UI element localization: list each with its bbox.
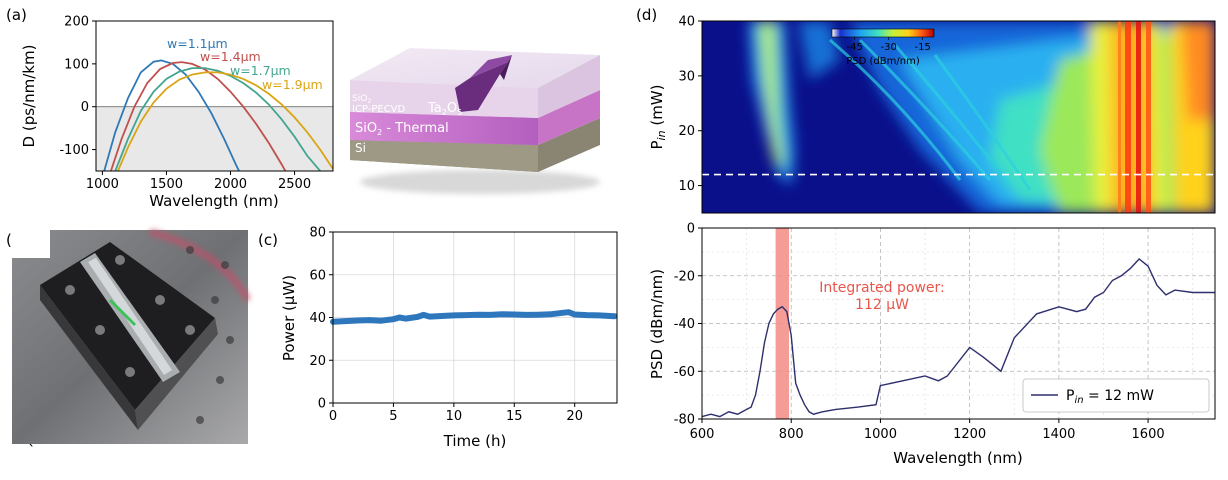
y-axis-label-c: Power (μW) [280, 275, 298, 361]
y-tick-label-d-top: 40 [678, 15, 695, 30]
device-photo [12, 229, 251, 444]
plot-frame-d-top [701, 20, 1216, 214]
ta2o5-waveguide-icon [455, 62, 508, 112]
x-axis-label-a: Wavelength (nm) [149, 192, 279, 210]
label-top-oxide: SiO2 [352, 94, 371, 105]
waveguide-chip-illustration: SiO2 ICP-PECVD Ta2O5 SiO2 - Thermal Si [338, 20, 600, 205]
label-si-substrate: Si [355, 141, 366, 155]
x-tick-label-a: 2500 [278, 177, 311, 192]
y-tick-label-a: 100 [64, 57, 89, 72]
panel-label-a: (a) [6, 6, 27, 24]
axis-ticks-c: 0 5 10 15 20 0 20 40 60 80 [309, 226, 583, 425]
x-tick-label-d: 600 [690, 427, 715, 442]
annotation-line1: Integrated power: [819, 280, 945, 296]
y-tick-label-d-bottom: -80 [674, 413, 695, 428]
dispersion-line-3 [114, 67, 321, 171]
y-tick-label-d-top: 20 [678, 124, 695, 139]
y-tick-label-a: 0 [81, 100, 89, 115]
y-tick-label-a: -100 [59, 143, 89, 158]
plot-frame-a [95, 20, 334, 172]
spectrum-chart: 600 800 1000 1200 1400 1600 -80 -60 -40 -20 0 Wave… [648, 222, 1216, 467]
colorbar [831, 28, 935, 38]
axis-ticks-d-bottom: 600 800 1000 1200 1400 1600 -80 -60 -40 -20 0 [674, 222, 1165, 443]
x-tick-label-c: 5 [389, 409, 397, 424]
y-axis-label-d-top: Pin (mW) [648, 85, 668, 150]
x-tick-label-d: 800 [779, 427, 804, 442]
x-axis-label-d: Wavelength (nm) [893, 449, 1023, 467]
y-tick-label-c: 20 [309, 354, 326, 369]
x-tick-label-c: 10 [446, 409, 463, 424]
y-tick-label-c: 80 [309, 226, 326, 241]
legend-w17: w=1.7μm [230, 63, 291, 78]
panel-label-d: (d) [636, 6, 657, 24]
spectrogram-heatmap: 10 20 30 40 Pin (mW) -45 -30 -15 PSD (dBm/nm) [648, 15, 1216, 214]
chip-shadow [360, 170, 600, 194]
x-tick-label-d: 1200 [953, 427, 986, 442]
colorbar-tick-label: -30 [880, 42, 896, 53]
x-tick-label-c: 0 [329, 409, 337, 424]
colorbar-label: PSD (dBm/nm) [846, 56, 920, 67]
label-thermal-oxide: SiO2 - Thermal [355, 121, 449, 137]
panel-label-c: (c) [258, 231, 278, 249]
dispersion-chart: 1000 1500 2000 2500 -100 0 100 200 Wavelength (… [20, 15, 334, 210]
integrated-power-band [775, 228, 789, 419]
colorbar-tick-label: -15 [914, 42, 930, 53]
axis-ticks-d-top: 10 20 30 40 [678, 15, 702, 194]
x-tick-label-a: 1000 [86, 177, 119, 192]
axis-ticks-a: 1000 1500 2000 2500 -100 0 100 200 [59, 15, 311, 193]
x-tick-label-d: 1600 [1132, 427, 1165, 442]
chip-thermal-oxide [350, 112, 538, 145]
dispersion-line-4 [116, 71, 333, 171]
x-tick-label-c: 15 [506, 409, 523, 424]
annotation-line2: 112 μW [855, 297, 909, 313]
y-tick-label-d-top: 10 [678, 179, 695, 194]
y-tick-label-d-bottom: -60 [674, 365, 695, 380]
label-ta2o5: Ta2O5 [427, 101, 462, 117]
legend-label: Pin = 12 mW [1066, 388, 1154, 406]
x-tick-label-c: 20 [566, 409, 583, 424]
y-tick-label-d-bottom: -20 [674, 269, 695, 284]
chip-top-cladding [350, 48, 600, 88]
x-tick-label-d: 1400 [1042, 427, 1075, 442]
y-axis-label-d-bottom: PSD (dBm/nm) [648, 269, 666, 379]
y-axis-label-a: D (ps/nm/km) [20, 45, 38, 148]
legend-w14: w=1.4μm [200, 49, 261, 64]
y-tick-label-c: 0 [318, 397, 326, 412]
x-axis-label-c: Time (h) [443, 432, 507, 450]
x-tick-label-a: 2000 [214, 177, 247, 192]
colorbar-tick-label: -45 [846, 42, 862, 53]
x-tick-label-d: 1000 [864, 427, 897, 442]
y-tick-label-a: 200 [64, 15, 89, 30]
colorbar-ticks: -45 -30 -15 [846, 37, 931, 53]
y-tick-label-d-top: 30 [678, 69, 695, 84]
legend-w19: w=1.9μm [262, 77, 323, 92]
label-icp-pecvd: ICP-PECVD [352, 104, 406, 115]
power-trace [330, 309, 618, 325]
y-tick-label-c: 40 [309, 311, 326, 326]
stray-mark: ` [28, 442, 36, 460]
x-tick-label-a: 1500 [150, 177, 183, 192]
y-tick-label-d-bottom: -40 [674, 317, 695, 332]
legend-w11: w=1.1μm [167, 36, 228, 51]
dispersion-series [103, 59, 333, 171]
y-tick-label-c: 60 [309, 268, 326, 283]
power-stability-chart: 0 5 10 15 20 0 20 40 60 80 Time (h) Power (μW) [280, 226, 618, 450]
psd-trace [702, 258, 1215, 418]
legend-box [1022, 378, 1210, 413]
y-tick-label-d-bottom: 0 [687, 222, 695, 237]
dispersion-line-2 [109, 61, 287, 171]
